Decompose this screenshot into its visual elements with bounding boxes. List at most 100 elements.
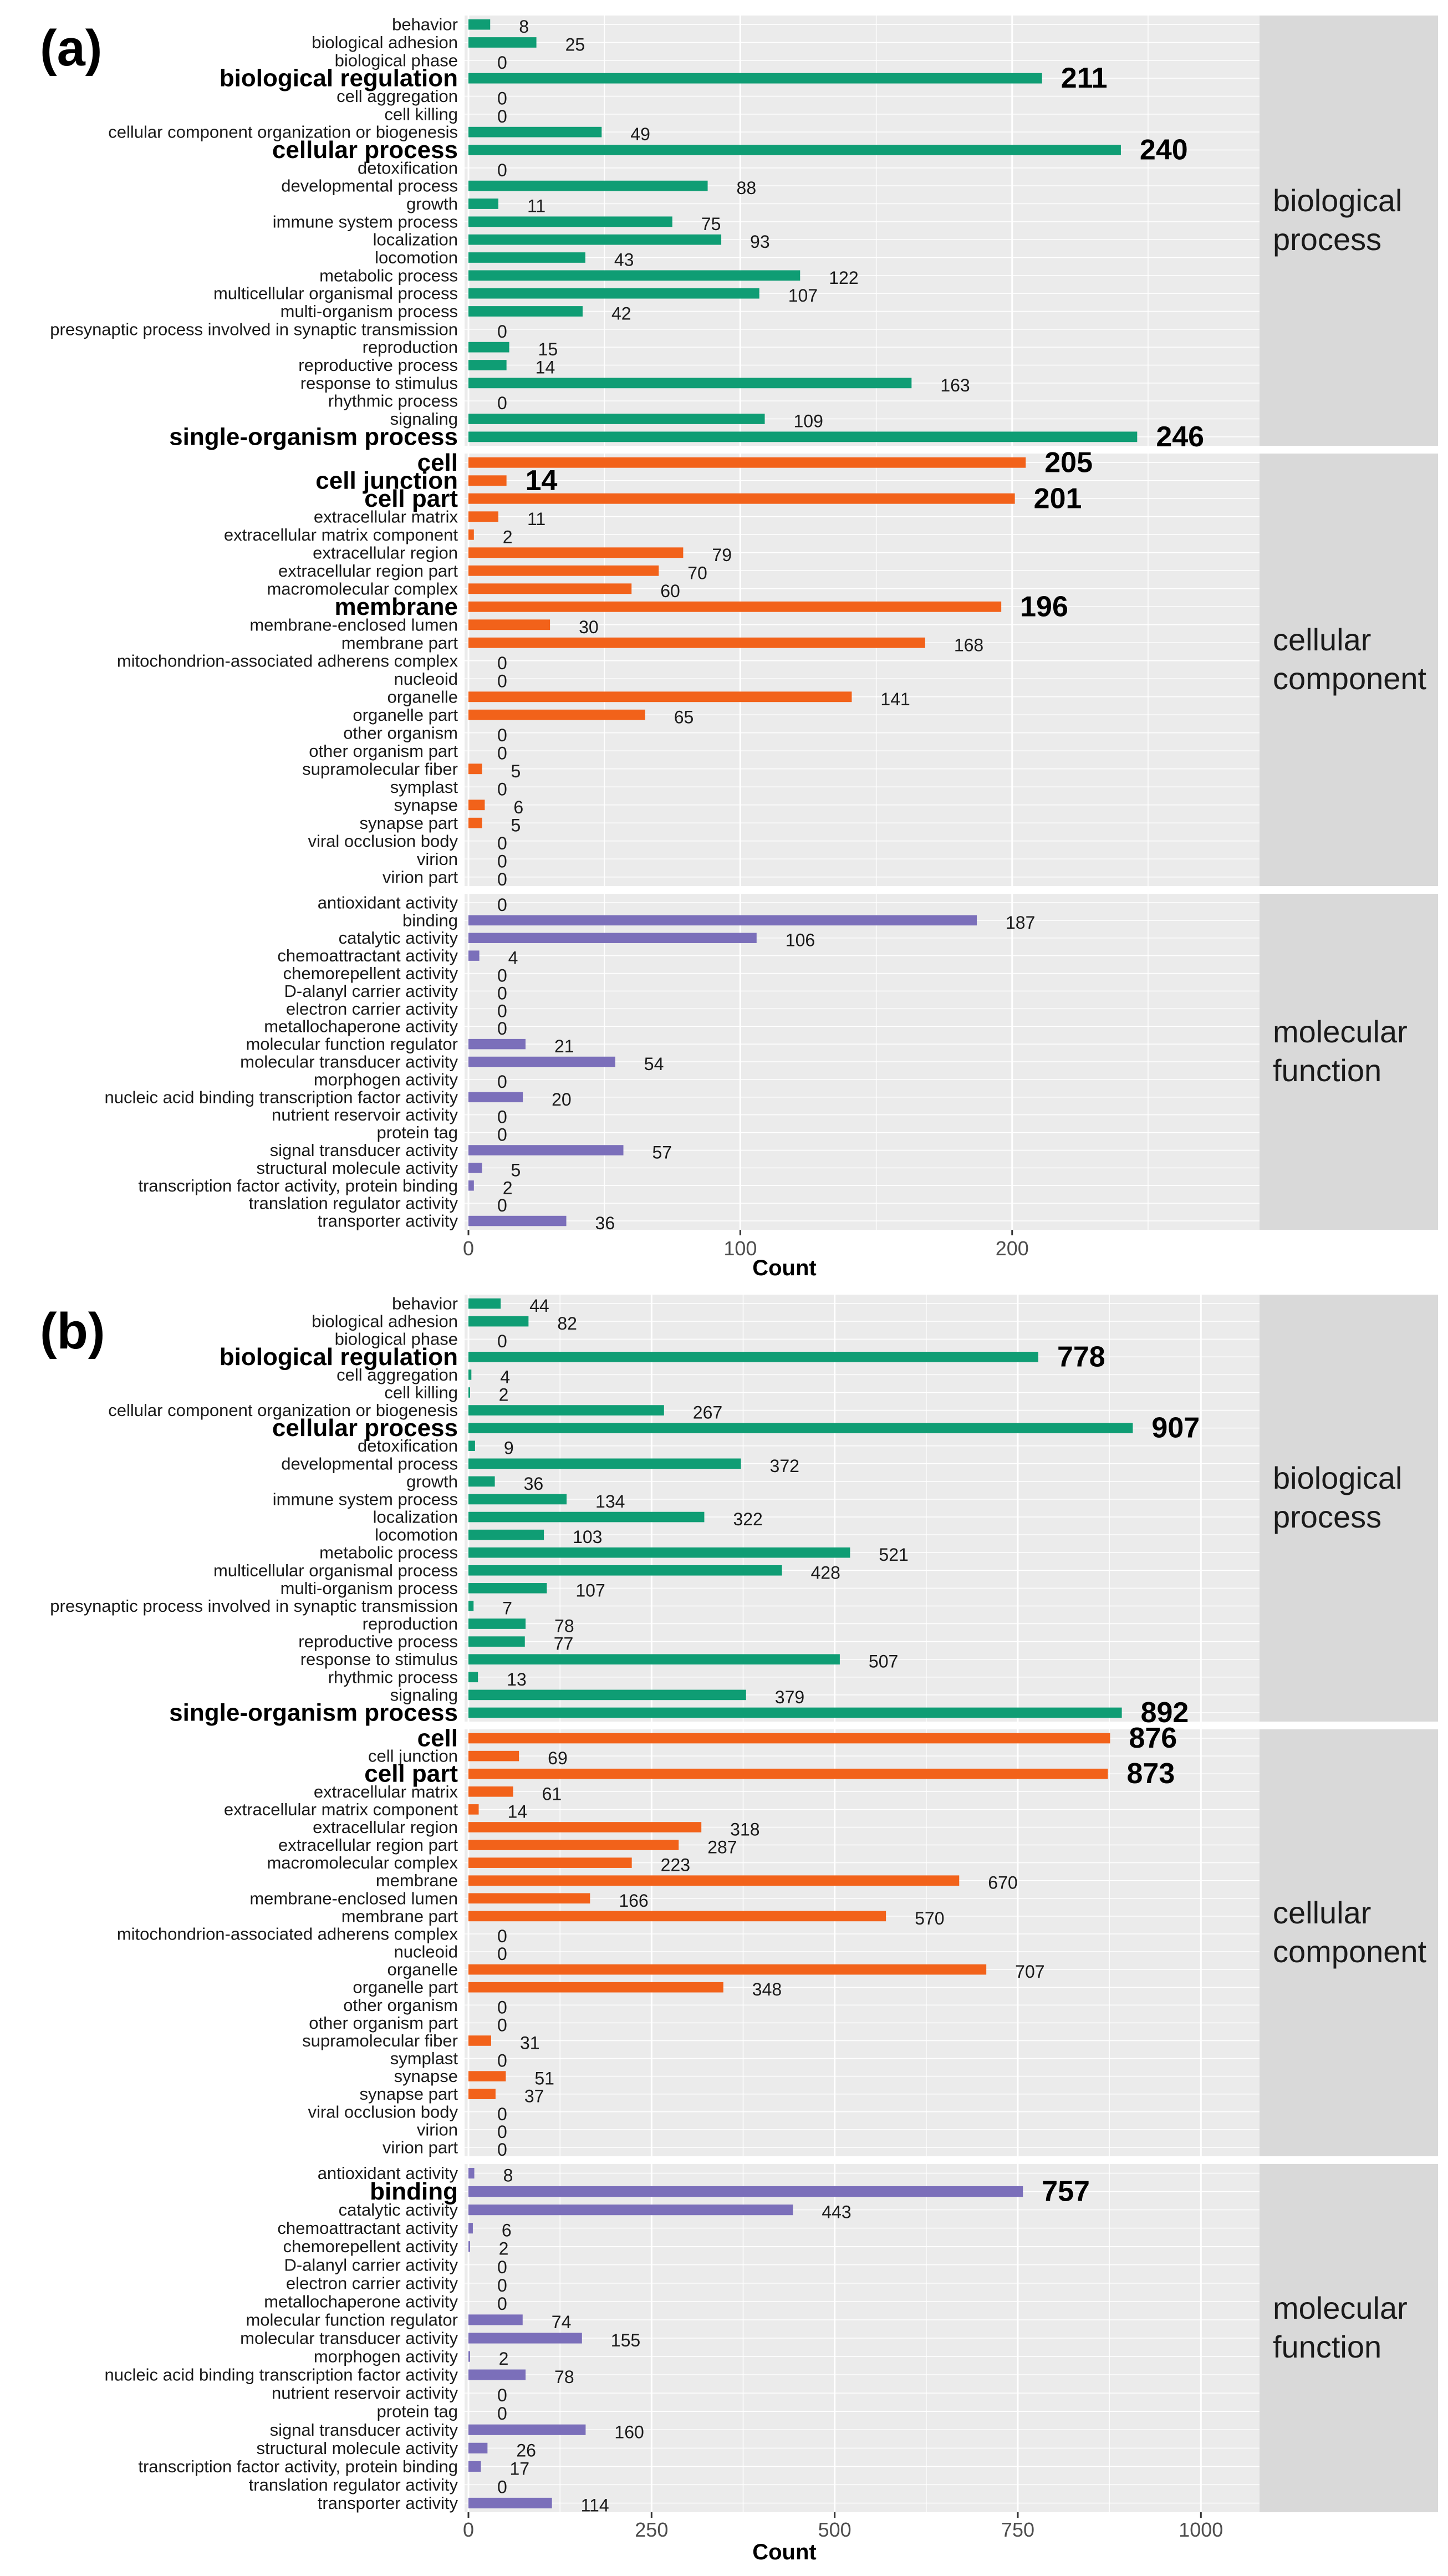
chart-0-category-label: viral occlusion body [308, 831, 458, 851]
chart-1-facet-2-strip-label: function [1273, 2329, 1381, 2364]
chart-0-value-label: 57 [652, 1142, 672, 1162]
chart-0-facet-0: biological process behavior 8 biological adh… [50, 15, 1438, 453]
chart-0-bar [468, 414, 765, 424]
chart-0-value-label: 240 [1140, 134, 1188, 166]
chart-0-value-label: 6 [513, 797, 523, 817]
chart-0-value-label: 201 [1034, 482, 1082, 515]
chart-0-category-label: locomotion [375, 248, 458, 267]
chart-0-value-label: 25 [565, 35, 585, 55]
chart-0-value-label: 42 [611, 304, 631, 324]
chart-0-category-label: presynaptic process involved in synaptic… [50, 319, 458, 339]
chart-1-value-label: 74 [552, 2312, 572, 2332]
chart-1-category-label: translation regulator activity [249, 2475, 458, 2494]
chart-0-category-label: molecular function regulator [246, 1035, 458, 1054]
chart-1-category-label: virion [417, 2120, 458, 2139]
chart-0-bar [468, 691, 852, 702]
chart-1-bar [468, 1893, 590, 1904]
chart-0-category-label: cell killing [384, 104, 458, 124]
chart-0-category-label: extracellular region [313, 543, 458, 562]
chart-1-facet-2-strip-label: molecular [1273, 2290, 1408, 2325]
chart-1-bar [468, 2035, 491, 2046]
chart-1-category-label: virion part [383, 2137, 458, 2157]
chart-1-bar [468, 2205, 793, 2216]
chart-1-category-label: response to stimulus [300, 1650, 458, 1669]
chart-1-value-label: 82 [557, 1314, 577, 1333]
chart-0-value-label: 49 [630, 124, 650, 144]
chart-0-bar [468, 37, 537, 48]
chart-0-category-label: binding [402, 910, 458, 930]
chart-0-category-label: organelle [387, 687, 458, 706]
chart-0-category-label: chemoattractant activity [277, 946, 458, 965]
chart-1-value-label: 322 [733, 1509, 762, 1529]
chart-0-category-label: chemorepellent activity [283, 964, 458, 983]
chart-0-value-label: 21 [554, 1036, 574, 1056]
chart-0-bar [468, 1215, 567, 1226]
chart-1-value-label: 2 [499, 2239, 509, 2259]
chart-1-value-label: 0 [497, 2294, 507, 2314]
chart-0-bar [468, 763, 482, 775]
chart-0-value-label: 0 [497, 779, 507, 799]
chart-0-value-label: 43 [614, 250, 634, 270]
chart-0-category-label: developmental process [281, 176, 458, 196]
chart-1-facet-1: cellular component cell 876 cell junction 69 c… [117, 1722, 1438, 2160]
chart-1-bar [468, 1494, 567, 1505]
chart-1-bar [468, 1733, 1110, 1744]
chart-1-category-label: catalytic activity [339, 2200, 458, 2219]
chart-1-bar [468, 1911, 886, 1922]
chart-0-category-label: synapse part [360, 813, 458, 833]
chart-1-bar [468, 1565, 782, 1576]
chart-0-value-label: 0 [497, 106, 507, 126]
chart-1-category-label: morphogen activity [314, 2347, 458, 2366]
chart-0-facet-2: molecular function antioxidant activity 0 bi… [104, 893, 1438, 1233]
chart-0-bar [468, 475, 507, 486]
chart-1-bar [468, 1964, 987, 1975]
chart-1-bar [468, 1511, 705, 1523]
chart-0-category-label: antioxidant activity [318, 893, 458, 912]
chart-0-value-label: 14 [536, 358, 555, 378]
chart-1-bar [468, 1583, 547, 1594]
chart-0-category-label: organelle part [353, 705, 458, 725]
chart-0-bar [468, 19, 491, 30]
chart-1-x-tick-label: 0 [463, 2518, 474, 2541]
chart-0-category-label: molecular transducer activity [240, 1052, 458, 1072]
chart-1-category-label: synapse [394, 2066, 458, 2086]
chart-0-value-label: 11 [527, 509, 545, 529]
chart-1-category-label: localization [373, 1508, 458, 1527]
chart-0-bar [468, 457, 1026, 468]
chart-1-bar [468, 2497, 552, 2509]
chart-1-category-label: behavior [392, 1294, 458, 1314]
chart-1-category-label: mitochondrion-associated adherens comple… [117, 1924, 458, 1943]
chart-0-category-label: biological phase [335, 50, 458, 70]
chart-1-category-label: biological regulation [220, 1343, 458, 1371]
chart-1-value-label: 26 [516, 2440, 536, 2460]
chart-0-bar [468, 216, 672, 227]
chart-0-x-axis-title: Count [752, 1256, 817, 1280]
chart-1-value-label: 0 [497, 2015, 507, 2035]
chart-1-value-label: 907 [1151, 1412, 1200, 1444]
chart-1-bar [468, 2167, 475, 2179]
chart-0-category-label: cell junction [315, 467, 458, 494]
chart-0-bar [468, 547, 684, 558]
chart-0-category-label: multi-organism process [281, 302, 458, 321]
chart-1-value-label: 31 [520, 2033, 540, 2053]
chart-0-category-label: other organism part [309, 741, 458, 761]
chart-1-facet-1-strip [1260, 1729, 1438, 2156]
chart-1-x-tick-label: 1000 [1179, 2518, 1223, 2541]
chart-0-category-label: rhythmic process [328, 391, 458, 411]
chart-1-category-label: antioxidant activity [318, 2163, 458, 2183]
chart-0-value-label: 0 [497, 160, 507, 180]
chart-1-value-label: 223 [661, 1855, 690, 1875]
chart-0-bar [468, 529, 474, 540]
chart-1-category-label: synapse part [360, 2084, 458, 2104]
chart-0-value-label: 0 [497, 966, 507, 986]
chart-1-value-label: 8 [503, 2166, 513, 2186]
chart-0-facet-0-strip-label: process [1273, 222, 1381, 257]
chart-0-bar [468, 950, 480, 961]
chart-1-value-label: 4 [500, 1367, 510, 1387]
chart-0-bar [468, 1163, 482, 1173]
chart-0-value-label: 0 [497, 743, 507, 763]
chart-0-category-label: behavior [392, 15, 458, 34]
chart-0-category-label: reproduction [363, 338, 458, 357]
chart-0-category-label: cell part [364, 485, 458, 512]
chart-1-value-label: 0 [497, 2104, 507, 2124]
